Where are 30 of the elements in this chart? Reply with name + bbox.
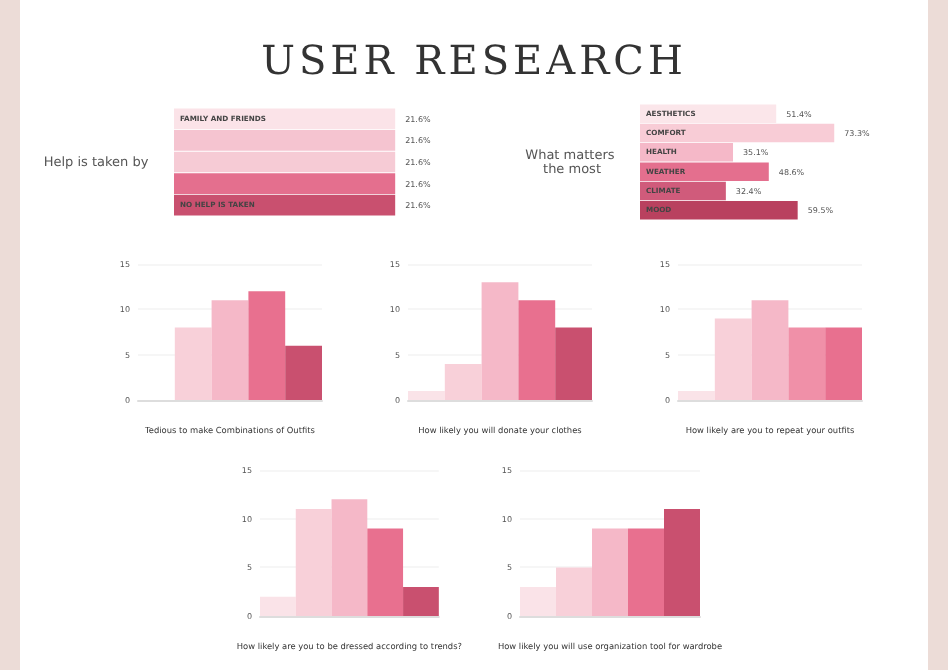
bar <box>592 528 628 617</box>
bar <box>331 499 368 617</box>
bar <box>640 201 798 220</box>
bar <box>248 291 286 401</box>
bar <box>751 300 789 401</box>
bar <box>260 596 296 617</box>
bar <box>211 300 249 401</box>
bar <box>403 586 439 617</box>
bar <box>640 143 734 162</box>
bar <box>628 528 664 617</box>
bar <box>555 327 592 401</box>
bar <box>481 282 519 401</box>
bar <box>664 508 700 617</box>
bar <box>825 327 862 401</box>
bar <box>520 586 556 617</box>
chart-title: USER RESEARCH <box>259 36 689 84</box>
bar <box>367 528 404 617</box>
bar <box>788 327 826 401</box>
bar <box>444 363 482 401</box>
bar <box>518 300 556 401</box>
bar <box>678 391 715 401</box>
bar <box>714 318 752 401</box>
bar <box>556 567 592 617</box>
bar <box>285 345 322 401</box>
bar <box>640 123 835 143</box>
bar <box>174 327 212 401</box>
bar <box>640 162 769 181</box>
bar <box>408 391 445 401</box>
bar <box>640 104 777 123</box>
bar <box>295 508 332 617</box>
